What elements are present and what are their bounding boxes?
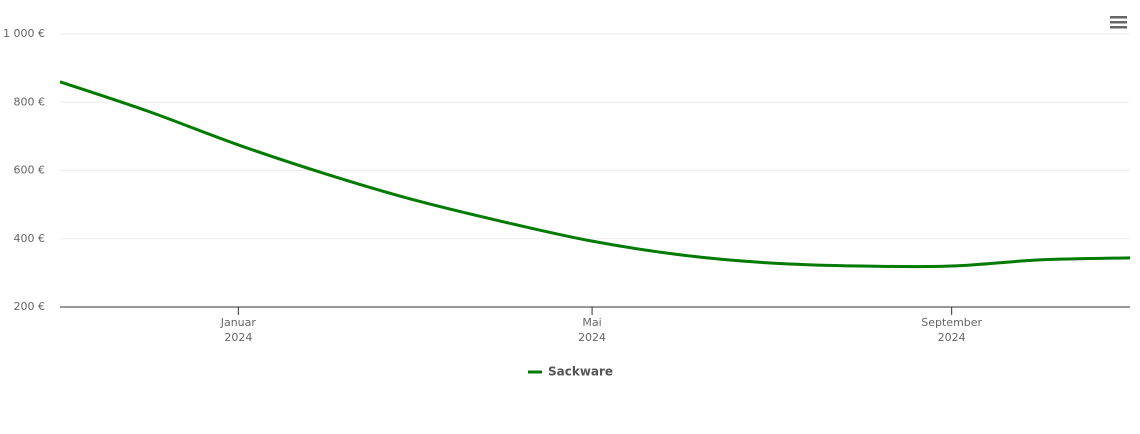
y-tick-label: 1 000 € (3, 27, 45, 40)
legend-label: Sackware (548, 365, 613, 379)
menu-bar (1110, 16, 1127, 19)
y-tick-label: 400 € (14, 232, 46, 245)
menu-button[interactable] (1110, 16, 1127, 29)
y-tick-label: 200 € (14, 300, 46, 313)
legend-item[interactable]: Sackware (528, 365, 613, 379)
series-line (59, 80, 1131, 269)
y-tick-label: 800 € (14, 95, 46, 108)
menu-bar (1110, 26, 1127, 29)
x-tick-label: September 2024 (921, 316, 982, 344)
menu-bar (1110, 21, 1127, 24)
y-tick-label: 600 € (14, 164, 46, 177)
x-tick-label: Januar 2024 (220, 316, 257, 344)
x-tick-label: Mai 2024 (578, 316, 606, 344)
